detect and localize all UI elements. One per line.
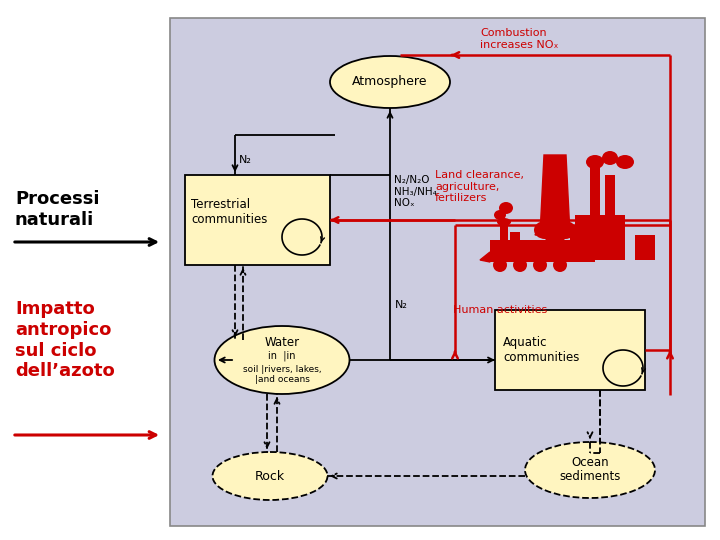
Ellipse shape — [330, 56, 450, 108]
Text: Impatto
antropico
sul ciclo
dell’azoto: Impatto antropico sul ciclo dell’azoto — [15, 300, 114, 380]
Bar — [495, 310, 645, 390]
Polygon shape — [535, 225, 575, 235]
Bar — [570, 230, 595, 262]
Ellipse shape — [586, 155, 604, 169]
Text: sediments: sediments — [559, 470, 621, 483]
Bar — [185, 175, 330, 265]
Text: Water: Water — [264, 335, 300, 348]
Polygon shape — [540, 155, 570, 235]
Polygon shape — [480, 252, 490, 262]
Text: Rock: Rock — [255, 469, 285, 483]
Text: Human activities: Human activities — [453, 305, 547, 315]
Ellipse shape — [497, 218, 511, 226]
Text: |and oceans: |and oceans — [255, 375, 310, 384]
Ellipse shape — [494, 210, 506, 220]
Bar — [170, 18, 705, 526]
Ellipse shape — [554, 221, 576, 239]
Text: in  |in: in |in — [269, 351, 296, 361]
Text: soil |rivers, lakes,: soil |rivers, lakes, — [243, 364, 321, 374]
Ellipse shape — [499, 202, 513, 214]
Text: N₂/N₂O
NH₃/NH₄
NOₓ: N₂/N₂O NH₃/NH₄ NOₓ — [394, 175, 437, 208]
Bar — [575, 215, 625, 260]
Text: N₂: N₂ — [239, 155, 252, 165]
Ellipse shape — [602, 151, 618, 165]
Ellipse shape — [616, 155, 634, 169]
Text: Processi
naturali: Processi naturali — [15, 190, 99, 229]
Ellipse shape — [212, 452, 328, 500]
Bar — [500, 225, 508, 243]
Bar — [635, 235, 655, 260]
Ellipse shape — [553, 258, 567, 272]
Text: Ocean: Ocean — [571, 456, 609, 469]
Bar — [510, 232, 520, 242]
Bar — [490, 240, 580, 262]
Ellipse shape — [534, 221, 556, 239]
Bar — [590, 165, 600, 235]
Text: N₂: N₂ — [395, 300, 408, 310]
Ellipse shape — [525, 442, 655, 498]
Ellipse shape — [513, 258, 527, 272]
Ellipse shape — [493, 258, 507, 272]
Text: Terrestrial
communities: Terrestrial communities — [191, 198, 267, 226]
Ellipse shape — [544, 226, 566, 244]
Bar — [0, 0, 170, 540]
Text: Aquatic
communities: Aquatic communities — [503, 336, 580, 364]
Text: Atmosphere: Atmosphere — [352, 76, 428, 89]
Text: Combustion
increases NOₓ: Combustion increases NOₓ — [480, 28, 559, 50]
Ellipse shape — [533, 258, 547, 272]
Text: Land clearance,
agriculture,
fertilizers: Land clearance, agriculture, fertilizers — [435, 170, 524, 203]
Ellipse shape — [215, 326, 349, 394]
Bar — [605, 175, 615, 235]
